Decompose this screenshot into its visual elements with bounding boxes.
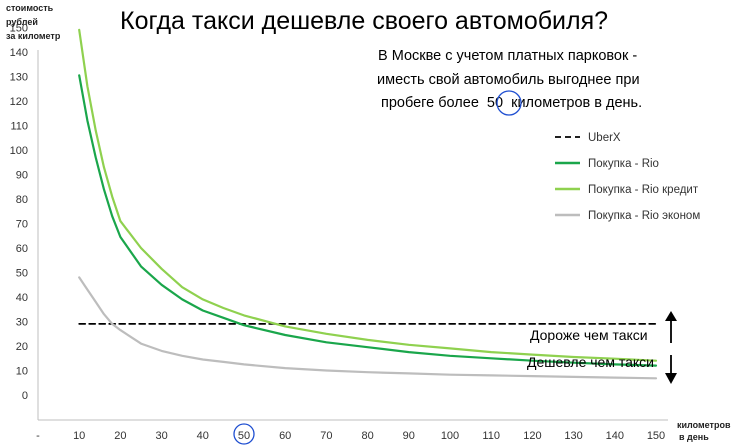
y-tick-label: 0 bbox=[22, 390, 28, 402]
series-line-1 bbox=[78, 74, 658, 367]
annotation-line-3-end: километров в день. bbox=[511, 95, 642, 111]
x-tick-label: 140 bbox=[606, 430, 624, 442]
x-tick-label: 130 bbox=[564, 430, 582, 442]
y-tick-label: 120 bbox=[10, 96, 28, 108]
x-tick-label: 20 bbox=[114, 430, 126, 442]
x-axis-label-line-2: в день bbox=[679, 432, 709, 442]
annotation-highlight-value: 50 bbox=[487, 95, 503, 111]
chart-title: Когда такси дешевле своего автомобиля? bbox=[120, 7, 608, 35]
x-axis-label-line-1: километров bbox=[677, 420, 731, 430]
x-tick-label: 70 bbox=[320, 430, 332, 442]
annotation-line-2: иместь свой автомобиль выгоднее при bbox=[377, 72, 640, 88]
y-tick-label: 80 bbox=[16, 194, 28, 206]
y-axis-label-line-2: рублей bbox=[6, 17, 38, 27]
annotation-line-3: пробеге более 50 километров в день. bbox=[381, 95, 642, 111]
series-line-3 bbox=[78, 276, 658, 380]
x-tick-label: 30 bbox=[155, 430, 167, 442]
y-tick-label: 140 bbox=[10, 47, 28, 59]
y-tick-label: 90 bbox=[16, 170, 28, 182]
x-tick-label: 120 bbox=[523, 430, 541, 442]
annotation-line-1: В Москве с учетом платных парковок - bbox=[378, 48, 637, 64]
y-tick-label: 50 bbox=[16, 268, 28, 280]
y-tick-label: 20 bbox=[16, 341, 28, 353]
y-tick-label: 30 bbox=[16, 317, 28, 329]
legend-label: Покупка - Rio кредит bbox=[588, 184, 699, 196]
x-tick-label: - bbox=[36, 430, 40, 442]
legend-label: UberX bbox=[588, 132, 621, 144]
x-tick-label: 90 bbox=[403, 430, 415, 442]
zone-label-below: Дешевле чем такси bbox=[527, 354, 654, 370]
x-tick-label: 60 bbox=[279, 430, 291, 442]
annotation-highlight-circle bbox=[496, 90, 522, 116]
x-tick-label: 40 bbox=[197, 430, 209, 442]
arrow-down-icon bbox=[665, 355, 677, 384]
y-tick-label: 130 bbox=[10, 72, 28, 84]
series-line-2 bbox=[78, 28, 658, 362]
x-tick-label: 80 bbox=[361, 430, 373, 442]
annotation-line-3-start: пробеге более bbox=[381, 95, 479, 111]
y-tick-label: 110 bbox=[10, 121, 28, 133]
y-tick-label: 150 bbox=[10, 23, 28, 35]
y-tick-label: 100 bbox=[10, 145, 28, 157]
y-axis-label-line-1: стоимость bbox=[6, 3, 54, 13]
legend: UberX Покупка - Rio Покупка - Rio кредит По… bbox=[555, 132, 700, 222]
y-tick-label: 70 bbox=[16, 219, 28, 231]
y-tick-label: 10 bbox=[16, 366, 28, 378]
legend-label: Покупка - Rio bbox=[588, 158, 659, 170]
x-tick-label: 10 bbox=[73, 430, 85, 442]
x-tick-highlight-circle bbox=[233, 423, 255, 445]
x-tick-label: 100 bbox=[441, 430, 459, 442]
y-axis-label-line-3: за километр bbox=[6, 31, 61, 41]
arrow-up-icon bbox=[665, 311, 677, 343]
y-tick-labels: 0 10 20 30 40 50 60 70 80 90 100 110 120 130 140 150 bbox=[10, 23, 28, 403]
y-tick-label: 60 bbox=[16, 243, 28, 255]
x-tick-label: 110 bbox=[482, 430, 500, 442]
series-layer bbox=[78, 28, 658, 380]
legend-label: Покупка - Rio эконом bbox=[588, 210, 700, 222]
y-tick-label: 40 bbox=[16, 292, 28, 304]
x-tick-label: 50 bbox=[238, 430, 250, 442]
x-tick-label: 150 bbox=[647, 430, 665, 442]
zone-label-above: Дороже чем такси bbox=[530, 327, 648, 343]
x-tick-labels: - 10 20 30 40 50 60 70 80 90 100 110 120 130 140 150 bbox=[36, 430, 665, 442]
